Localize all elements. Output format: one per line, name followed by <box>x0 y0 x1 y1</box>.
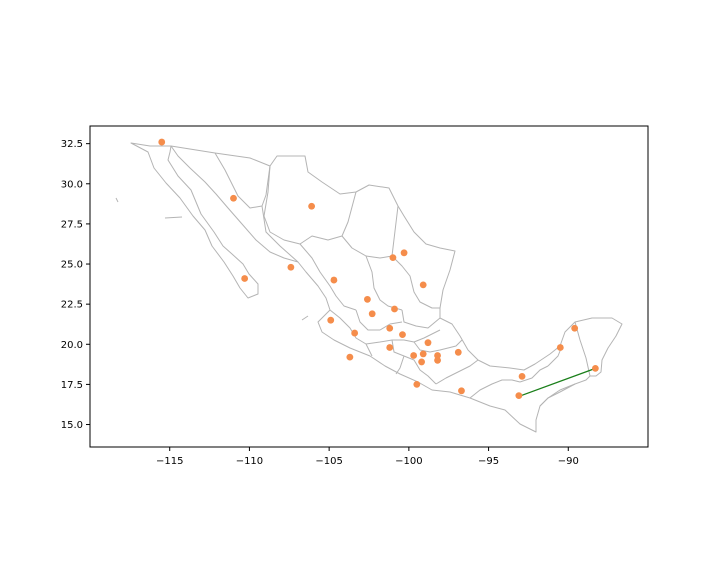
scatter-point <box>419 350 427 358</box>
points-layer <box>158 138 599 400</box>
y-tick-label: 15.0 <box>61 420 83 431</box>
scatter-point <box>327 316 335 324</box>
scatter-point <box>410 352 418 359</box>
scatter-point <box>556 344 564 351</box>
y-tick-label: 30.0 <box>61 179 83 190</box>
scatter-point <box>287 263 295 271</box>
x-tick-label: −95 <box>478 456 499 467</box>
scatter-point <box>571 324 579 332</box>
scatter-point <box>346 353 354 361</box>
scatter-point <box>418 358 426 366</box>
scatter-point <box>400 249 408 257</box>
y-tick-label: 20.0 <box>61 340 83 351</box>
scatter-point <box>364 295 371 303</box>
x-tick-label: −90 <box>558 456 579 467</box>
x-axis: −115 −110 −105 −100 −95 −90 <box>156 447 579 467</box>
scatter-point <box>330 276 338 284</box>
scatter-point <box>434 356 441 364</box>
x-tick-label: −105 <box>315 456 342 467</box>
scatter-point <box>413 381 421 388</box>
y-tick-label: 17.5 <box>61 380 83 391</box>
y-axis: 15.0 17.5 20.0 22.5 25.0 27.5 30.0 32.5 <box>61 139 90 431</box>
scatter-point <box>308 202 316 210</box>
scatter-point <box>454 348 462 356</box>
x-tick-label: −110 <box>236 456 263 467</box>
x-tick-label: −100 <box>395 456 422 467</box>
scatter-point <box>389 254 397 262</box>
scatter-point <box>458 387 465 395</box>
y-tick-label: 27.5 <box>61 219 83 230</box>
y-tick-label: 32.5 <box>61 139 83 150</box>
x-tick-label: −115 <box>156 456 183 467</box>
scatter-point <box>386 324 394 332</box>
y-tick-label: 25.0 <box>61 260 83 271</box>
scatter-point <box>515 392 523 400</box>
scatter-point <box>591 364 599 372</box>
scatter-point <box>241 275 249 282</box>
y-tick-label: 22.5 <box>61 300 83 311</box>
scatter-point <box>419 281 427 289</box>
scatter-point <box>399 331 406 339</box>
scatter-point <box>391 305 398 313</box>
scatter-point <box>368 310 376 318</box>
scatter-point <box>351 329 359 337</box>
scatter-point <box>434 352 441 359</box>
scatter-point <box>386 344 394 351</box>
scatter-point <box>158 138 166 146</box>
route-line <box>518 367 596 398</box>
scatter-point <box>424 339 432 347</box>
scatter-point <box>230 194 237 202</box>
scatter-point <box>518 372 526 380</box>
plot-frame <box>89 125 649 448</box>
